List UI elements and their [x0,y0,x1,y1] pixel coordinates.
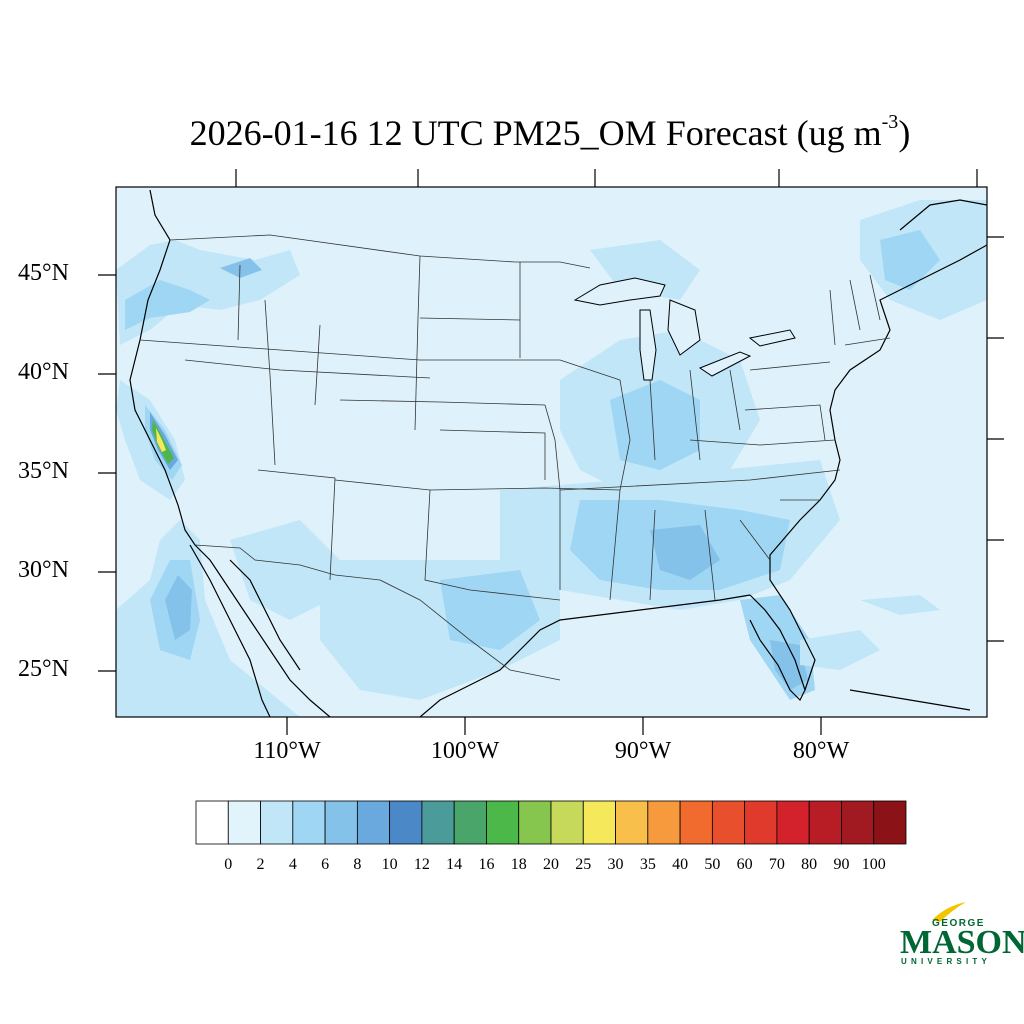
lat-label-35: 35°N [18,458,69,484]
colorbar-swatch [227,800,261,845]
colorbar-label: 20 [543,856,559,873]
top-ticks [235,169,978,187]
field-florida-dark [770,640,808,690]
colorbar-swatch [841,800,875,845]
colorbar-swatch [582,800,616,845]
colorbar-swatch [324,800,358,845]
colorbar-label: 14 [446,856,462,873]
colorbar-label: 12 [414,856,430,873]
colorbar-label: 6 [321,856,329,873]
field-baja-dark [165,575,192,640]
state-borders [139,234,891,681]
great-lakes [573,277,796,381]
colorbar-swatch [744,800,778,845]
field-gulf-stream [800,630,880,670]
colorbar-label: 10 [382,856,398,873]
lake-ontario [748,329,796,347]
colorbar-swatch [421,800,455,845]
lon-label-90: 90°W [614,738,672,764]
field-mexico-med [440,570,540,650]
lon-label-100: 100°W [430,738,500,764]
lat-label-45: 45°N [18,260,69,286]
field-cal-yellow [156,428,166,452]
coast-caribbean [849,689,971,711]
field-southeast-dark [650,525,720,580]
colorbar-label: 0 [224,856,232,873]
logo-george: GEORGE [932,918,985,929]
border-mexico [194,544,561,681]
right-ticks [987,236,1004,642]
colorbar-swatch [711,800,746,845]
bottom-ticks [286,717,822,735]
colorbar-label: 35 [640,856,656,873]
coast-west [129,189,331,717]
lat-label-25: 25°N [18,656,69,682]
lake-michigan [639,309,657,381]
lon-label-80: 80°W [792,738,850,764]
colorbar-label: 16 [478,856,494,873]
colorbar-label: 90 [833,856,849,873]
coast-florida [749,594,806,702]
colorbar-label: 50 [704,856,720,873]
lon-label-110: 110°W [253,738,321,764]
field-baja [116,520,300,717]
colorbar-swatch [550,800,584,845]
coast-canada-east [899,199,987,231]
colorbar-label: 100 [862,856,886,873]
colorbar-swatch [615,800,649,845]
colorbar-swatch [647,800,681,845]
colorbar-swatch [518,800,552,845]
logo-university: UNIVERSITY [901,957,992,966]
title-close: ) [898,113,911,153]
lat-label-30: 30°N [18,557,69,583]
logo-swoosh-icon [932,902,966,922]
colorbar-label: 18 [511,856,527,873]
colorbar-swatch [292,800,326,845]
colorbar-swatch [356,800,391,845]
coast-gulf [419,594,751,717]
field-northeast-med [880,230,940,290]
colorbar-swatch [486,800,520,845]
colorbar-swatch [776,800,810,845]
field-midwest-med [610,380,700,470]
left-ticks [98,274,116,672]
gmu-logo: GEORGE MASON UNIVERSITY [898,900,1024,970]
colorbar-swatch [873,800,907,845]
colorbar-label: 4 [289,856,297,873]
colorbar-swatch [389,800,423,845]
lake-huron [667,299,701,356]
title-main: 2026-01-16 12 UTC PM25_OM Forecast (ug m [189,113,882,153]
lake-erie [698,351,752,377]
colorbar-label: 80 [801,856,817,873]
map-title: 2026-01-16 12 UTC PM25_OM Forecast (ug m… [0,111,1024,154]
map-frame [115,186,988,718]
colorbar-label: 40 [672,856,688,873]
logo-mason: MASON [900,924,1024,961]
colorbar-label: 60 [737,856,753,873]
coast-mexico-west [229,559,301,671]
field-pnw-inner [125,280,210,330]
colorbar-label: 8 [353,856,361,873]
colorbar-swatch [808,800,842,845]
coast-baja [189,544,271,717]
colorbar-swatch [260,800,294,845]
field-idaho [220,258,262,278]
lake-superior [573,277,666,306]
colorbar-label: 30 [608,856,624,873]
colorbar-label: 25 [575,856,591,873]
field-atlantic [860,595,940,615]
border-canada [169,234,591,269]
colorbar-label: 70 [769,856,785,873]
colorbar-swatch [679,800,713,845]
lat-label-40: 40°N [18,359,69,385]
colorbar-swatch [195,800,229,845]
colorbar-swatch [453,800,487,845]
colorbar-label: 2 [257,856,265,873]
title-exponent: -3 [881,111,899,133]
